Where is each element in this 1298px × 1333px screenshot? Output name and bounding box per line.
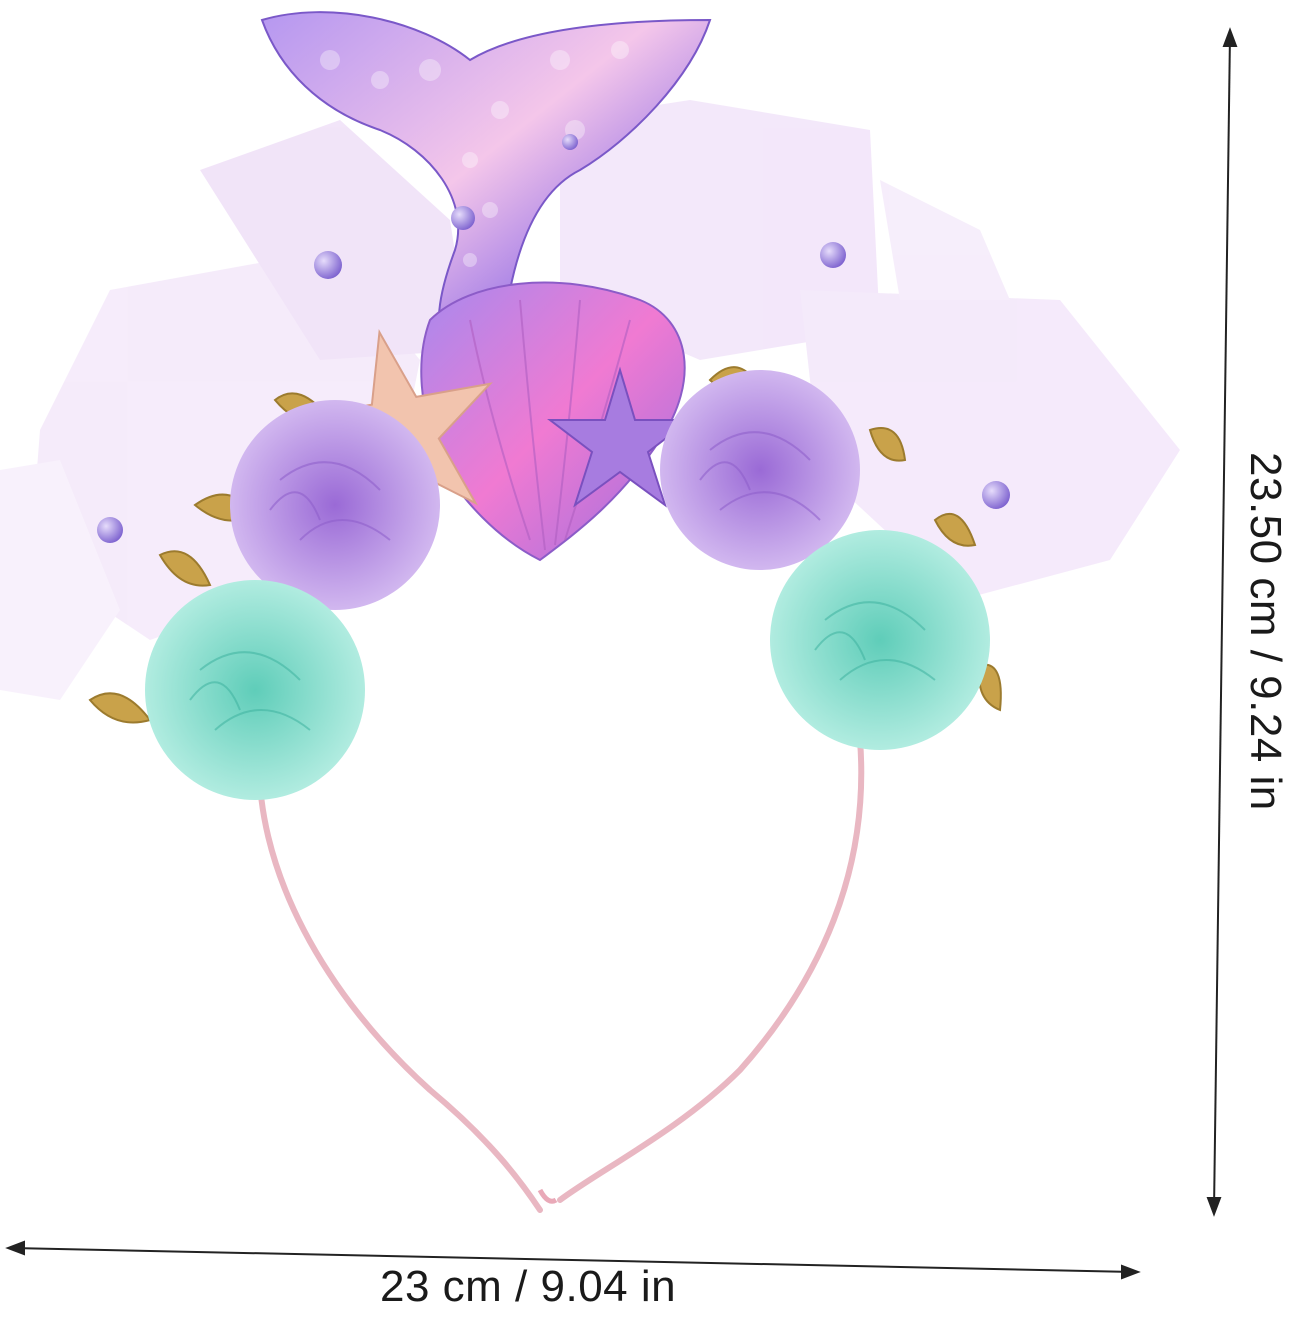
headband-tip xyxy=(537,1188,558,1204)
headband-band xyxy=(256,737,865,1213)
tulle-fan xyxy=(0,100,1180,700)
pearls xyxy=(97,134,1010,543)
mermaid-tail xyxy=(260,11,712,372)
rose-purple-right xyxy=(660,370,860,570)
width-dimension-label: 23 cm / 9.04 in xyxy=(380,1262,677,1311)
width-dimension-arrow xyxy=(5,1240,1141,1280)
starfish-purple xyxy=(547,366,693,508)
height-dimension-label: 23.50 cm / 9.24 in xyxy=(1241,452,1290,811)
rose-teal-right xyxy=(770,530,990,750)
rose-purple-left xyxy=(230,400,440,610)
height-dimension-arrow xyxy=(1206,27,1238,1217)
rose-teal-left xyxy=(145,580,365,800)
